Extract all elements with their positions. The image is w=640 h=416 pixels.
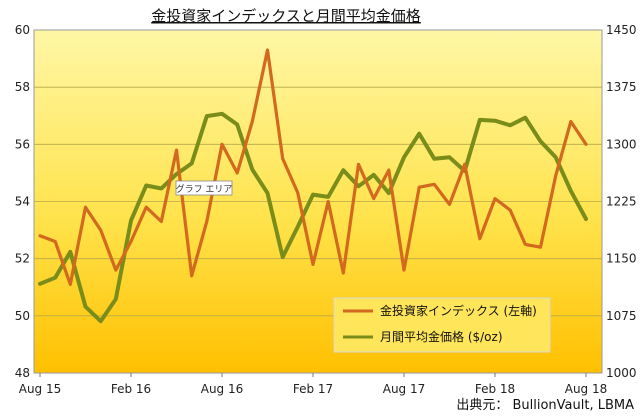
x-tick-label: Aug 15 <box>19 382 62 396</box>
legend-box <box>333 297 551 353</box>
y-right-tick-label: 1000 <box>606 366 637 380</box>
y-left-tick-label: 56 <box>15 137 30 151</box>
y-left-tick-label: 50 <box>15 309 30 323</box>
series-line-gold-price <box>38 111 588 324</box>
y-right-tick-label: 1450 <box>606 23 637 37</box>
series-line-investor-index <box>38 48 588 286</box>
legend-label-investor-index: 金投資家インデックス (左軸) <box>380 303 537 318</box>
legend-label-gold-price: 月間平均金価格 ($/oz) <box>380 329 503 344</box>
x-axis: Aug 15 Feb 16 Aug 16 Feb 17 Aug 17 Feb 18 Aug … <box>19 373 608 396</box>
x-tick-label: Aug 18 <box>565 382 608 396</box>
y-right-tick-label: 1150 <box>606 252 637 266</box>
y-left-axis: 48 50 52 54 56 58 60 <box>15 23 30 380</box>
x-tick-label: Aug 17 <box>383 382 426 396</box>
y-right-tick-label: 1225 <box>606 195 637 209</box>
y-right-tick-label: 1300 <box>606 137 637 151</box>
y-right-tick-label: 1375 <box>606 80 637 94</box>
y-left-tick-label: 48 <box>15 366 30 380</box>
y-left-tick-label: 52 <box>15 252 30 266</box>
x-tick-label: Aug 16 <box>201 382 244 396</box>
y-left-tick-label: 60 <box>15 23 30 37</box>
tooltip-text: グラフ エリア <box>176 183 233 195</box>
y-right-tick-label: 1075 <box>606 309 637 323</box>
x-tick-label: Feb 17 <box>293 382 333 396</box>
y-left-tick-label: 54 <box>15 195 30 209</box>
chart-title: 金投資家インデックスと月間平均金価格 <box>151 7 421 25</box>
y-right-axis: 1000 1075 1150 1225 1300 1375 1450 <box>606 23 637 380</box>
legend: 金投資家インデックス (左軸) 月間平均金価格 ($/oz) <box>333 297 551 353</box>
series-layer <box>38 48 588 324</box>
x-tick-label: Feb 18 <box>475 382 515 396</box>
x-tick-label: Feb 16 <box>111 382 151 396</box>
tooltip: グラフ エリア <box>176 180 233 196</box>
y-left-tick-label: 58 <box>15 80 30 94</box>
source-credit: 出典元： BullionVault, LBMA <box>456 398 634 413</box>
